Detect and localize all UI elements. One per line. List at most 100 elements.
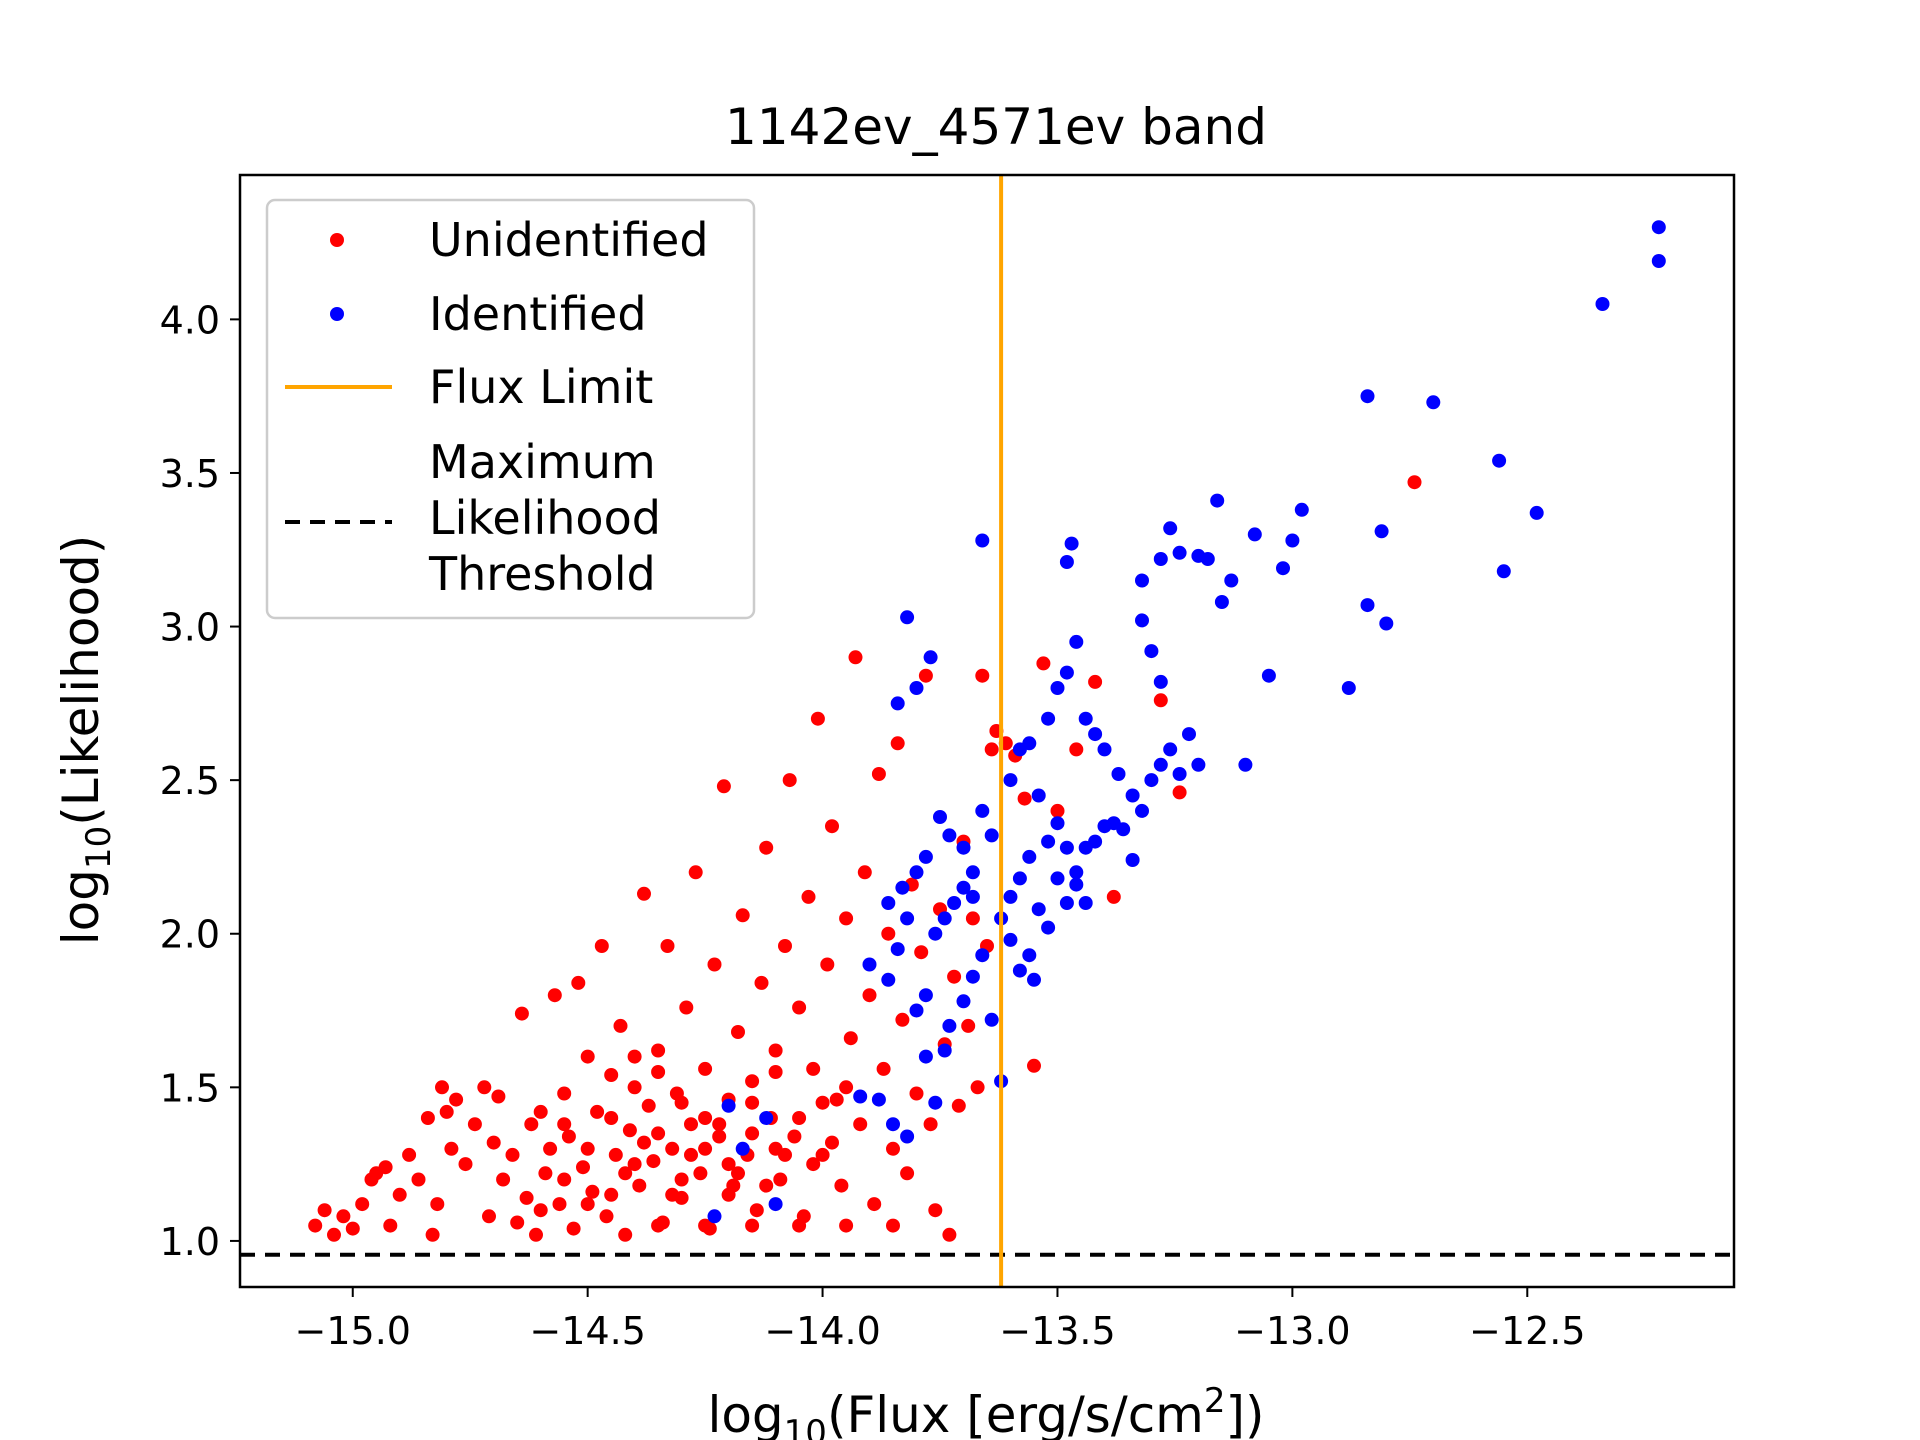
point-unidentified: [871, 767, 886, 781]
point-unidentified: [745, 1218, 760, 1233]
legend-label-threshold-line3: Threshold: [428, 547, 656, 601]
point-identified: [942, 828, 957, 843]
point-identified: [1153, 757, 1168, 772]
point-unidentified: [707, 957, 722, 972]
point-unidentified: [637, 1135, 651, 1150]
point-unidentified: [768, 1065, 783, 1079]
point-unidentified: [843, 1031, 858, 1046]
point-unidentified: [815, 1095, 830, 1110]
point-unidentified: [674, 1172, 689, 1187]
point-unidentified: [745, 1126, 760, 1141]
point-identified: [942, 1018, 957, 1033]
point-identified: [1341, 681, 1356, 695]
point-identified: [1261, 668, 1276, 683]
point-identified: [1088, 834, 1103, 849]
point-unidentified: [430, 1197, 445, 1212]
point-identified: [1059, 896, 1074, 910]
point-unidentified: [519, 1190, 534, 1205]
y-axis-label-subscript: 10: [79, 826, 119, 869]
point-unidentified: [449, 1092, 464, 1107]
point-unidentified: [613, 1018, 628, 1033]
point-unidentified: [618, 1166, 633, 1181]
point-unidentified: [618, 1227, 633, 1242]
point-identified: [918, 849, 933, 864]
point-unidentified: [792, 1000, 807, 1015]
point-unidentified: [820, 957, 835, 972]
point-identified: [1360, 598, 1375, 613]
point-unidentified: [538, 1166, 553, 1181]
point-unidentified: [420, 1111, 435, 1125]
point-identified: [895, 880, 910, 895]
point-identified: [937, 1043, 952, 1058]
point-unidentified: [1050, 803, 1065, 818]
point-unidentified: [317, 1203, 332, 1218]
y-axis-label-log: log: [52, 869, 110, 945]
x-tick-label: −14.5: [529, 1309, 645, 1353]
x-axis-label-main: (Flux [erg/s/cm: [827, 1386, 1204, 1440]
point-identified: [1247, 527, 1262, 542]
point-unidentified: [754, 975, 769, 990]
point-unidentified: [778, 939, 792, 953]
point-unidentified: [491, 1089, 506, 1104]
point-unidentified: [604, 1187, 619, 1202]
point-unidentified: [392, 1187, 407, 1202]
point-identified: [1022, 948, 1037, 963]
y-axis-ticks: 1.0 1.5 2.0 2.5 3.0 3.5 4.0: [160, 298, 240, 1264]
point-unidentified: [1088, 674, 1103, 689]
point-identified: [1050, 871, 1065, 886]
y-tick-label: 4.0: [160, 298, 220, 342]
point-identified: [1529, 505, 1544, 520]
point-identified: [1111, 767, 1126, 781]
point-unidentified: [951, 1098, 966, 1113]
point-unidentified: [435, 1080, 449, 1095]
point-identified: [1059, 555, 1074, 569]
x-tick-label: −14.0: [764, 1309, 880, 1353]
scatter-points: [308, 220, 1666, 1242]
x-axis-label-log: log: [707, 1386, 783, 1440]
point-identified: [862, 957, 877, 972]
point-unidentified: [482, 1209, 496, 1224]
plot-frame: [238, 173, 1736, 1289]
point-unidentified: [308, 1218, 323, 1233]
point-unidentified: [378, 1160, 393, 1175]
point-identified: [984, 1012, 999, 1027]
point-unidentified: [514, 1006, 529, 1021]
point-unidentified: [402, 1147, 417, 1162]
point-unidentified: [867, 1197, 882, 1212]
point-identified: [933, 810, 947, 824]
point-identified: [721, 1098, 736, 1113]
point-identified: [909, 865, 924, 880]
point-identified: [1153, 552, 1168, 566]
point-unidentified: [557, 1172, 572, 1187]
x-axis-label-superscript: 2: [1204, 1381, 1226, 1421]
point-unidentified: [665, 1141, 680, 1156]
legend-label-unidentified: Unidentified: [429, 213, 709, 267]
point-unidentified: [571, 975, 586, 990]
point-identified: [890, 696, 905, 711]
point-identified: [1496, 564, 1511, 579]
point-unidentified: [444, 1141, 459, 1156]
point-identified: [956, 994, 971, 1009]
point-unidentified: [839, 1080, 854, 1095]
point-unidentified: [496, 1172, 511, 1187]
point-unidentified: [735, 908, 750, 923]
point-identified: [923, 650, 938, 665]
point-identified: [1059, 665, 1074, 680]
point-unidentified: [698, 1061, 713, 1076]
point-unidentified: [627, 1049, 642, 1064]
legend-box: [265, 198, 756, 620]
point-unidentified: [684, 1117, 698, 1132]
point-unidentified: [604, 1111, 619, 1125]
chart-title: 1142ev_4571ev band: [725, 98, 1267, 156]
point-unidentified: [853, 1117, 868, 1132]
point-unidentified: [524, 1117, 539, 1132]
point-identified: [1224, 573, 1239, 588]
point-unidentified: [815, 1147, 830, 1162]
point-unidentified: [355, 1197, 370, 1212]
point-unidentified: [576, 1160, 590, 1175]
point-identified: [1191, 757, 1206, 772]
point-unidentified: [876, 1061, 891, 1076]
point-identified: [1172, 767, 1187, 781]
point-identified: [918, 988, 933, 1003]
point-unidentified: [599, 1209, 614, 1224]
